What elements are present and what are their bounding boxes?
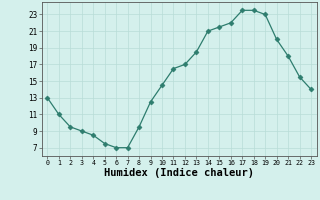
X-axis label: Humidex (Indice chaleur): Humidex (Indice chaleur) bbox=[104, 168, 254, 178]
